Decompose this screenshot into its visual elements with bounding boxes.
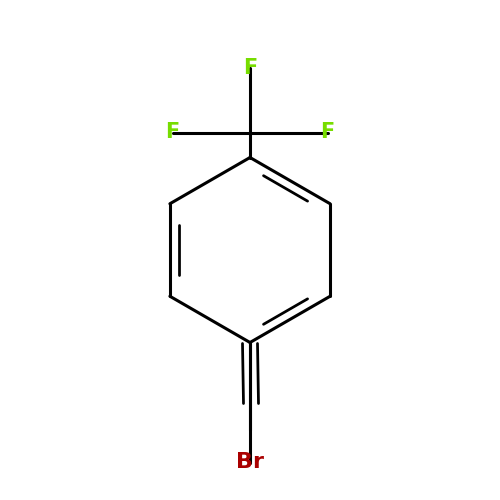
Text: F: F (243, 58, 257, 78)
Text: F: F (166, 122, 179, 142)
Text: Br: Br (236, 452, 264, 472)
Text: F: F (320, 122, 334, 142)
